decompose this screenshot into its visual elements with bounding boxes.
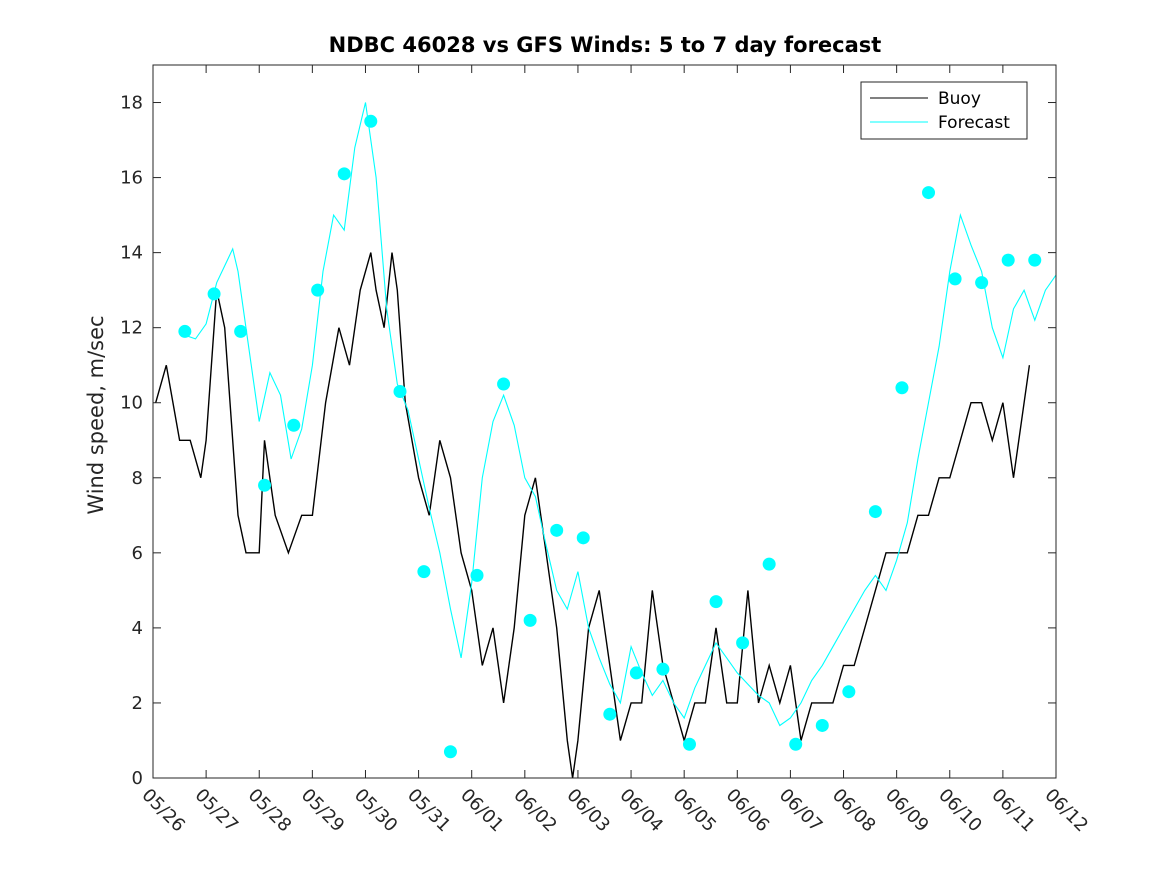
y-tick-label: 6 (132, 543, 143, 564)
forecast-marker (523, 613, 537, 627)
x-tick-label: 05/30 (350, 785, 402, 837)
x-tick-label: 05/29 (297, 785, 349, 837)
forecast-marker (550, 523, 564, 537)
forecast-marker (337, 167, 351, 181)
legend-box (860, 81, 1028, 140)
legend-label-forecast: Forecast (938, 113, 1010, 133)
forecast-marker (207, 287, 221, 301)
forecast-marker (258, 478, 272, 492)
forecast-marker (842, 685, 856, 699)
x-tick-label: 05/27 (191, 785, 243, 837)
forecast-marker (1001, 253, 1015, 267)
x-tick-label: 06/11 (987, 785, 1039, 837)
y-tick-label: 8 (132, 468, 143, 489)
x-tick-label: 06/07 (775, 785, 827, 837)
x-tick-label: 06/01 (456, 785, 508, 837)
y-tick-label: 2 (132, 693, 143, 714)
forecast-marker (576, 531, 590, 545)
forecast-marker (311, 283, 325, 297)
forecast-marker (178, 324, 192, 338)
forecast-marker (470, 568, 484, 582)
forecast-marker (948, 272, 962, 286)
x-tick-label: 06/10 (934, 785, 986, 837)
forecast-marker (417, 565, 431, 579)
x-tick-label: 05/31 (403, 785, 455, 837)
axes-box (152, 64, 1057, 779)
plot-area (155, 102, 1056, 778)
series-line-buoy (155, 252, 1031, 778)
x-tick-label: 06/05 (669, 785, 721, 837)
forecast-marker (922, 186, 936, 200)
y-tick-label: 12 (120, 318, 143, 339)
forecast-marker (975, 276, 989, 290)
forecast-marker (603, 707, 617, 721)
legend-label-buoy: Buoy (938, 89, 981, 109)
forecast-marker (497, 377, 511, 391)
forecast-marker (287, 418, 301, 432)
y-axis-label: Wind speed, m/sec (84, 315, 108, 514)
x-tick-label: 06/09 (881, 785, 933, 837)
x-tick-label: 06/12 (1040, 785, 1092, 837)
forecast-marker (815, 718, 829, 732)
forecast-marker (895, 381, 909, 395)
forecast-marker (736, 636, 750, 650)
forecast-marker (789, 737, 803, 751)
forecast-marker (1028, 253, 1042, 267)
y-tick-label: 14 (120, 243, 143, 264)
forecast-marker (868, 505, 882, 519)
y-tick-label: 4 (132, 618, 143, 639)
x-tick-label: 05/26 (137, 785, 189, 837)
y-tick-label: 0 (132, 768, 143, 789)
chart-title: NDBC 46028 vs GFS Winds: 5 to 7 day fore… (329, 33, 882, 57)
x-tick-label: 06/08 (828, 785, 880, 837)
y-tick-label: 10 (120, 393, 143, 414)
forecast-marker (709, 595, 723, 609)
y-tick-label: 18 (120, 93, 143, 114)
forecast-marker (364, 114, 378, 128)
x-tick-label: 06/03 (562, 785, 614, 837)
x-tick-label: 06/02 (509, 785, 561, 837)
forecast-marker (682, 737, 696, 751)
forecast-marker (393, 384, 407, 398)
y-tick-label: 16 (120, 168, 143, 189)
forecast-marker (656, 662, 670, 676)
forecast-marker (762, 557, 776, 571)
x-tick-label: 06/04 (616, 785, 668, 837)
forecast-marker (234, 324, 248, 338)
forecast-marker (629, 666, 643, 680)
forecast-marker (443, 745, 457, 759)
x-tick-label: 05/28 (244, 785, 296, 837)
x-tick-label: 06/06 (722, 785, 774, 837)
legend: Buoy Forecast (860, 81, 1028, 140)
